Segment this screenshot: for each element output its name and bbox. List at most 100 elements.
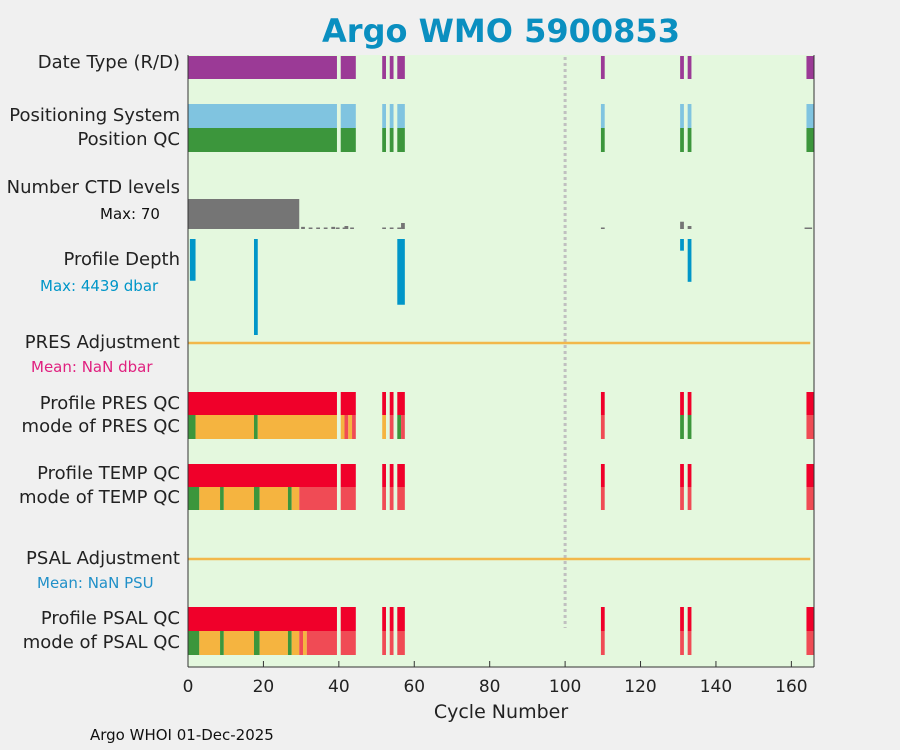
date-type-bar: [389, 56, 394, 79]
ctd-level-bar: [600, 227, 605, 229]
mode-psal-qc-bar: [600, 631, 605, 655]
profile-temp-qc-bar: [382, 464, 386, 487]
mode-temp-qc-bar: [199, 487, 221, 510]
positioning-system-bar: [397, 104, 405, 128]
mode-temp-qc-bar: [687, 487, 692, 510]
ctd-level-bar: [687, 226, 692, 229]
mode-pres-qc-bar: [340, 415, 345, 439]
plot-background: [188, 55, 814, 667]
mode-pres-qc-bar: [344, 415, 349, 439]
mode-temp-qc-bar: [340, 487, 356, 510]
date-type-bar: [340, 56, 356, 79]
positioning-system-bar: [389, 104, 394, 128]
profile-temp-qc-bar: [687, 464, 692, 487]
profile-depth-bar: [687, 239, 692, 282]
mode-psal-qc-bar: [299, 631, 304, 655]
positioning-system-bar: [687, 104, 692, 128]
mode-pres-qc-bar: [397, 415, 402, 439]
mode-temp-qc-bar: [220, 487, 224, 510]
mode-psal-qc-bar: [389, 631, 394, 655]
profile-psal-qc-bar: [397, 607, 405, 631]
profile-pres-qc-bar: [687, 392, 692, 415]
number-ctd-levels-label: Number CTD levels: [6, 177, 180, 198]
positioning-system-bar: [340, 104, 356, 128]
profile-temp-qc-bar: [397, 464, 405, 487]
ctd-level-bar: [188, 199, 300, 229]
positioning-system-bar: [680, 104, 684, 128]
mode-psal-qc-bar: [382, 631, 386, 655]
ctd-level-bar: [316, 227, 320, 229]
mode-pres-qc-bar: [352, 415, 356, 439]
profile-temp-qc-bar: [680, 464, 684, 487]
mode-pres-qc-bar: [257, 415, 337, 439]
position-qc-bar: [397, 128, 405, 152]
mode-psal-qc-bar: [306, 631, 337, 655]
profile-temp-qc-bar: [806, 464, 814, 487]
mode-psal-qc-bar: [259, 631, 288, 655]
date-type-bar: [687, 56, 692, 79]
positioning-system-bar: [806, 104, 814, 128]
mode-psal-qc-bar: [340, 631, 356, 655]
profile-depth-bar: [680, 239, 684, 251]
profile-temp-qc-bar: [340, 464, 356, 487]
profile-psal-qc-bar: [188, 607, 337, 631]
x-tick-label: 80: [479, 677, 501, 697]
depth-max-label: Max: 4439 dbar: [40, 277, 159, 295]
mode-psal-qc-bar: [223, 631, 254, 655]
x-tick-label: 0: [183, 677, 194, 697]
mode-temp-qc-bar: [806, 487, 814, 510]
mode-pres-qc-label: mode of PRES QC: [21, 416, 180, 437]
mode-psal-qc-bar: [291, 631, 300, 655]
position-qc-bar: [600, 128, 605, 152]
mode-temp-qc-bar: [253, 487, 260, 510]
ctd-level-bar: [389, 227, 394, 229]
date-type-bar: [397, 56, 405, 79]
mode-psal-qc-bar: [220, 631, 224, 655]
mode-pres-qc-bar: [687, 415, 692, 439]
ctd-level-bar: [680, 221, 684, 229]
mode-pres-qc-bar: [195, 415, 254, 439]
profile-psal-qc-bar: [340, 607, 356, 631]
profile-temp-qc-bar: [600, 464, 605, 487]
profile-pres-qc-bar: [600, 392, 605, 415]
mode-temp-qc-bar: [397, 487, 405, 510]
ctd-level-bar: [335, 227, 340, 229]
profile-psal-qc-bar: [389, 607, 394, 631]
mode-temp-qc-bar: [382, 487, 386, 510]
profile-pres-qc-bar: [340, 392, 356, 415]
ctd-level-bar: [350, 227, 354, 229]
x-tick-label: 160: [775, 677, 807, 697]
psal-adjustment-label: PSAL Adjustment: [25, 548, 180, 569]
ctd-level-bar: [323, 227, 328, 229]
profile-psal-qc-bar: [687, 607, 692, 631]
mode-temp-qc-bar: [680, 487, 684, 510]
mode-pres-qc-bar: [188, 415, 196, 439]
mode-psal-qc-bar: [687, 631, 692, 655]
mode-psal-qc-bar: [806, 631, 814, 655]
mode-temp-qc-label: mode of TEMP QC: [18, 487, 180, 508]
position-qc-bar: [389, 128, 394, 152]
mode-temp-qc-bar: [291, 487, 300, 510]
mode-pres-qc-bar: [600, 415, 605, 439]
mode-pres-qc-bar: [382, 415, 386, 439]
profile-psal-qc-bar: [600, 607, 605, 631]
position-qc-bar: [340, 128, 356, 152]
profile-pres-qc-bar: [806, 392, 814, 415]
footer-credit: Argo WHOI 01-Dec-2025: [90, 726, 274, 744]
mode-temp-qc-bar: [259, 487, 288, 510]
x-tick-label: 100: [549, 677, 581, 697]
ctd-level-bar: [301, 226, 305, 229]
date-type-bar: [188, 56, 337, 79]
ctd-max-label: Max: 70: [100, 205, 160, 223]
ctd-level-bar: [804, 227, 813, 229]
mode-pres-qc-bar: [680, 415, 684, 439]
date-type-bar: [806, 56, 814, 79]
ctd-level-bar: [401, 223, 405, 229]
profile-temp-qc-bar: [188, 464, 337, 487]
positioning-system-bar: [382, 104, 386, 128]
mode-psal-qc-bar: [253, 631, 260, 655]
mode-pres-qc-bar: [806, 415, 814, 439]
position-qc-bar: [687, 128, 692, 152]
pres-mean-label: Mean: NaN dbar: [31, 358, 153, 376]
